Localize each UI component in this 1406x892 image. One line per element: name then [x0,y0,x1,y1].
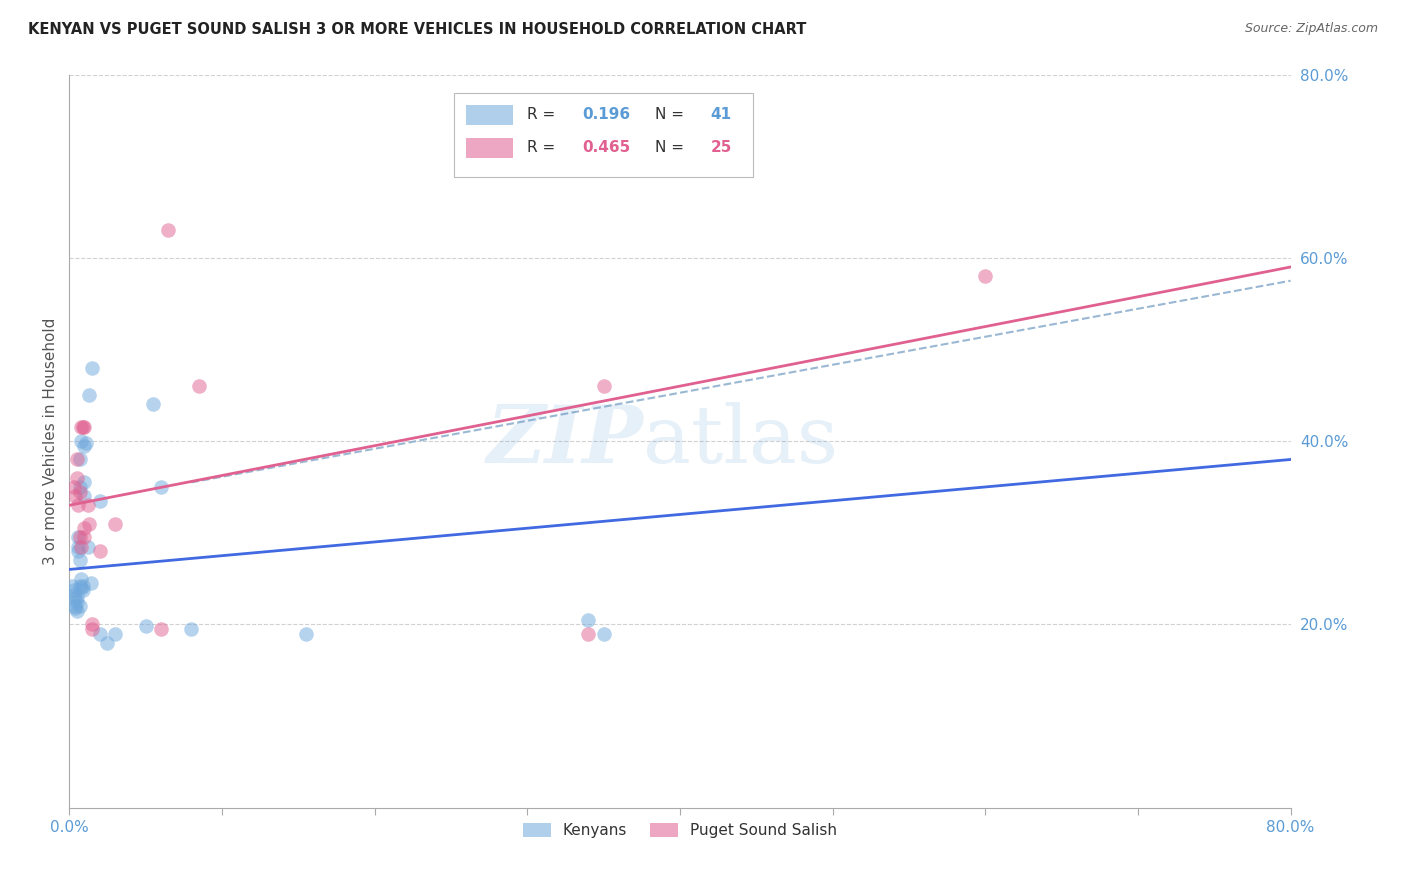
Point [974,269,997,284]
Text: R =: R = [527,140,561,155]
Point [67,498,90,512]
Y-axis label: 3 or more Vehicles in Household: 3 or more Vehicles in Household [44,318,58,565]
Text: KENYAN VS PUGET SOUND SALISH 3 OR MORE VEHICLES IN HOUSEHOLD CORRELATION CHART: KENYAN VS PUGET SOUND SALISH 3 OR MORE V… [28,22,807,37]
Point [157,223,180,237]
Text: Source: ZipAtlas.com: Source: ZipAtlas.com [1244,22,1378,36]
Point [65,601,87,615]
Point [104,516,127,531]
Text: ZIP: ZIP [486,402,644,480]
Point [65,591,87,606]
Point [188,379,211,393]
Point [576,613,599,627]
Point [62,582,84,597]
Point [72,579,94,593]
Point [66,590,89,604]
Point [76,498,98,512]
Point [69,579,91,593]
Point [96,636,118,650]
Point [69,484,91,499]
Point [82,622,104,636]
Point [66,604,89,618]
Point [76,540,98,554]
Point [70,581,93,595]
Point [82,617,104,632]
Point [73,475,96,490]
Point [66,594,89,608]
Point [73,530,96,544]
Text: 41: 41 [710,107,731,122]
Point [592,626,614,640]
Point [66,452,89,467]
Point [77,388,100,402]
Point [62,588,84,602]
Point [60,579,83,593]
Point [62,480,84,494]
Point [65,489,87,503]
Point [77,516,100,531]
Point [67,540,90,554]
Point [142,397,165,411]
Text: 0.465: 0.465 [582,140,630,155]
Point [67,544,90,558]
FancyBboxPatch shape [467,137,513,158]
Text: 0.196: 0.196 [582,107,630,122]
Point [73,439,96,453]
Point [79,576,101,591]
Point [69,452,91,467]
Text: 25: 25 [710,140,733,155]
Text: N =: N = [655,140,689,155]
Point [104,626,127,640]
Text: R =: R = [527,107,561,122]
Point [69,599,91,613]
Point [89,493,111,508]
Point [65,599,87,613]
Point [69,480,91,494]
Text: atlas: atlas [644,402,838,480]
Point [75,436,97,450]
Point [89,626,111,640]
Point [73,489,96,503]
Point [70,420,93,434]
Point [295,626,318,640]
Point [67,530,90,544]
Point [70,540,93,554]
Point [576,626,599,640]
Legend: Kenyans, Puget Sound Salish: Kenyans, Puget Sound Salish [517,817,842,844]
Point [70,572,93,586]
Point [69,553,91,567]
Point [73,521,96,535]
Point [592,379,614,393]
Point [70,434,93,449]
Point [89,544,111,558]
Text: N =: N = [655,107,689,122]
Point [69,530,91,544]
Point [73,420,96,434]
Point [149,622,172,636]
Point [149,480,172,494]
Point [82,360,104,375]
Point [72,420,94,434]
FancyBboxPatch shape [467,104,513,125]
Point [72,582,94,597]
Point [135,619,157,633]
Point [66,471,89,485]
Point [180,622,202,636]
FancyBboxPatch shape [454,93,754,178]
